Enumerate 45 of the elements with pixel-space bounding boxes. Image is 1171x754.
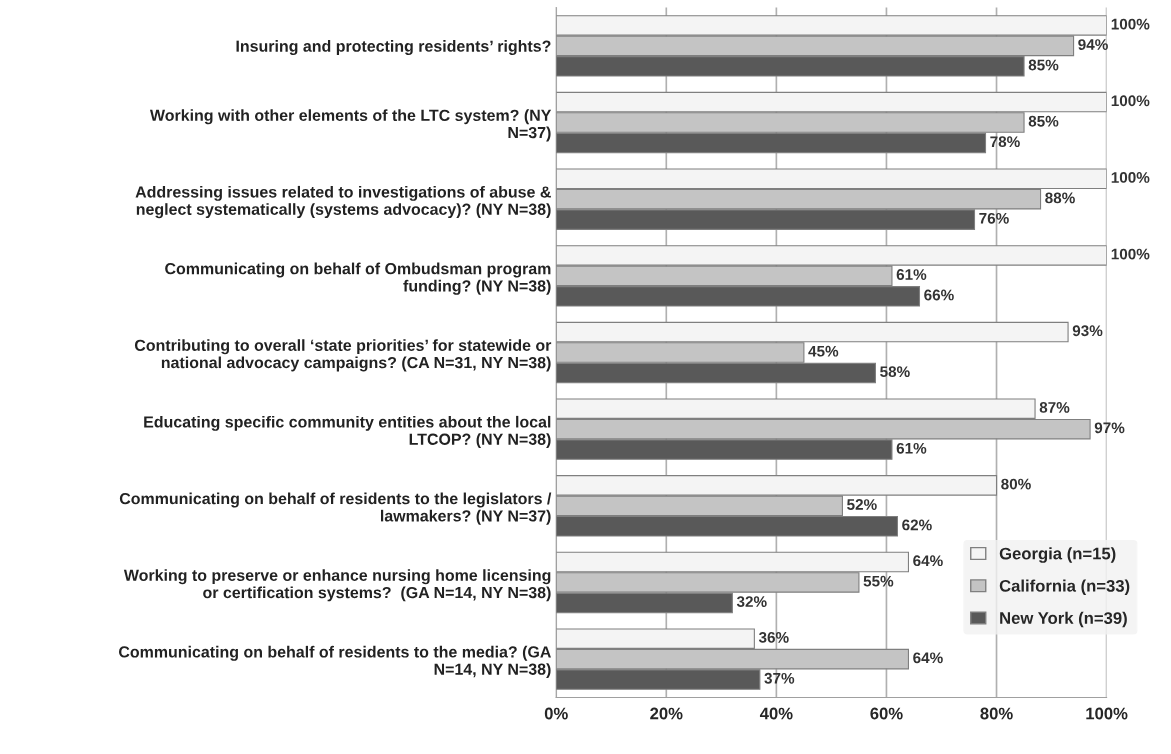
y-tick-label: Educating specific community entities about the local LTCOP? (NY N=38) bbox=[144, 415, 551, 449]
data-label: 85% bbox=[1028, 59, 1059, 71]
data-label: 88% bbox=[1045, 192, 1075, 204]
y-tick-label: Communicating on behalf of residents to the media? (GA N=14, NY N=38) bbox=[119, 645, 551, 679]
data-label: 61% bbox=[896, 442, 927, 454]
y-tick-label: Communicating on behalf of residents to the legislators / lawmakers? (NY N=37) bbox=[119, 492, 552, 525]
data-label: 97% bbox=[1094, 422, 1125, 434]
data-label: 45% bbox=[808, 345, 839, 357]
data-label: 100% bbox=[1111, 95, 1150, 107]
x-tick-label: 0% bbox=[544, 707, 568, 720]
data-label: 32% bbox=[736, 596, 767, 608]
data-label: 80% bbox=[1001, 478, 1031, 490]
x-tick-label: 60% bbox=[870, 707, 903, 720]
legend-label: New York (n=39) bbox=[1000, 611, 1127, 628]
x-tick-label: 20% bbox=[650, 707, 683, 720]
data-label: 66% bbox=[924, 289, 954, 301]
legend-label: California (n=33) bbox=[999, 579, 1130, 596]
data-label: 100% bbox=[1111, 18, 1150, 30]
y-tick-label: Communicating on behalf of Ombudsman program funding? (NY N=38) bbox=[165, 262, 551, 295]
x-tick-label: 40% bbox=[759, 707, 793, 720]
data-label: 85% bbox=[1028, 115, 1059, 127]
data-label: 37% bbox=[764, 672, 795, 684]
y-tick-label: Insuring and protecting residents’ rights? bbox=[236, 40, 551, 56]
data-label: 94% bbox=[1078, 39, 1108, 50]
data-label: 87% bbox=[1039, 401, 1070, 413]
data-label: 58% bbox=[880, 366, 910, 378]
data-label: 64% bbox=[913, 555, 943, 567]
y-tick-label: Working with other elements of the LTC system? (NY N=37) bbox=[149, 109, 552, 142]
data-label: 64% bbox=[913, 652, 943, 664]
legend-label: Georgia (n=15) bbox=[999, 547, 1116, 563]
data-label: 76% bbox=[979, 212, 1009, 224]
data-label: 62% bbox=[902, 519, 932, 531]
data-label: 93% bbox=[1072, 325, 1103, 337]
x-tick-label: 80% bbox=[980, 707, 1013, 720]
data-label: 78% bbox=[990, 136, 1020, 148]
y-tick-label: Addressing issues related to investigations of abuse & neglect systematically (systems advocacy)? (NY N=38) bbox=[135, 185, 551, 219]
x-tick-label: 100% bbox=[1086, 707, 1128, 720]
data-label: 55% bbox=[863, 575, 894, 587]
data-label: 100% bbox=[1111, 248, 1150, 260]
data-label: 36% bbox=[758, 631, 789, 643]
data-label: 52% bbox=[847, 499, 877, 510]
y-tick-label: Working to preserve or enhance nursing home licensing or certification systems? (GA N=14, NY N=38) bbox=[123, 569, 551, 602]
data-label: 100% bbox=[1111, 172, 1150, 183]
y-tick-label: Contributing to overall ‘state priorities’ for statewide or national advocacy campaigns? (CA N=31, NY N=38) bbox=[134, 339, 552, 372]
data-label: 61% bbox=[896, 269, 927, 280]
